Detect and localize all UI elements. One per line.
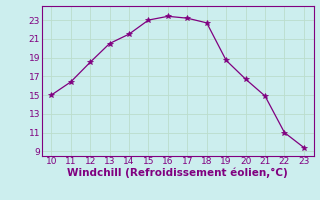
X-axis label: Windchill (Refroidissement éolien,°C): Windchill (Refroidissement éolien,°C) bbox=[67, 168, 288, 178]
